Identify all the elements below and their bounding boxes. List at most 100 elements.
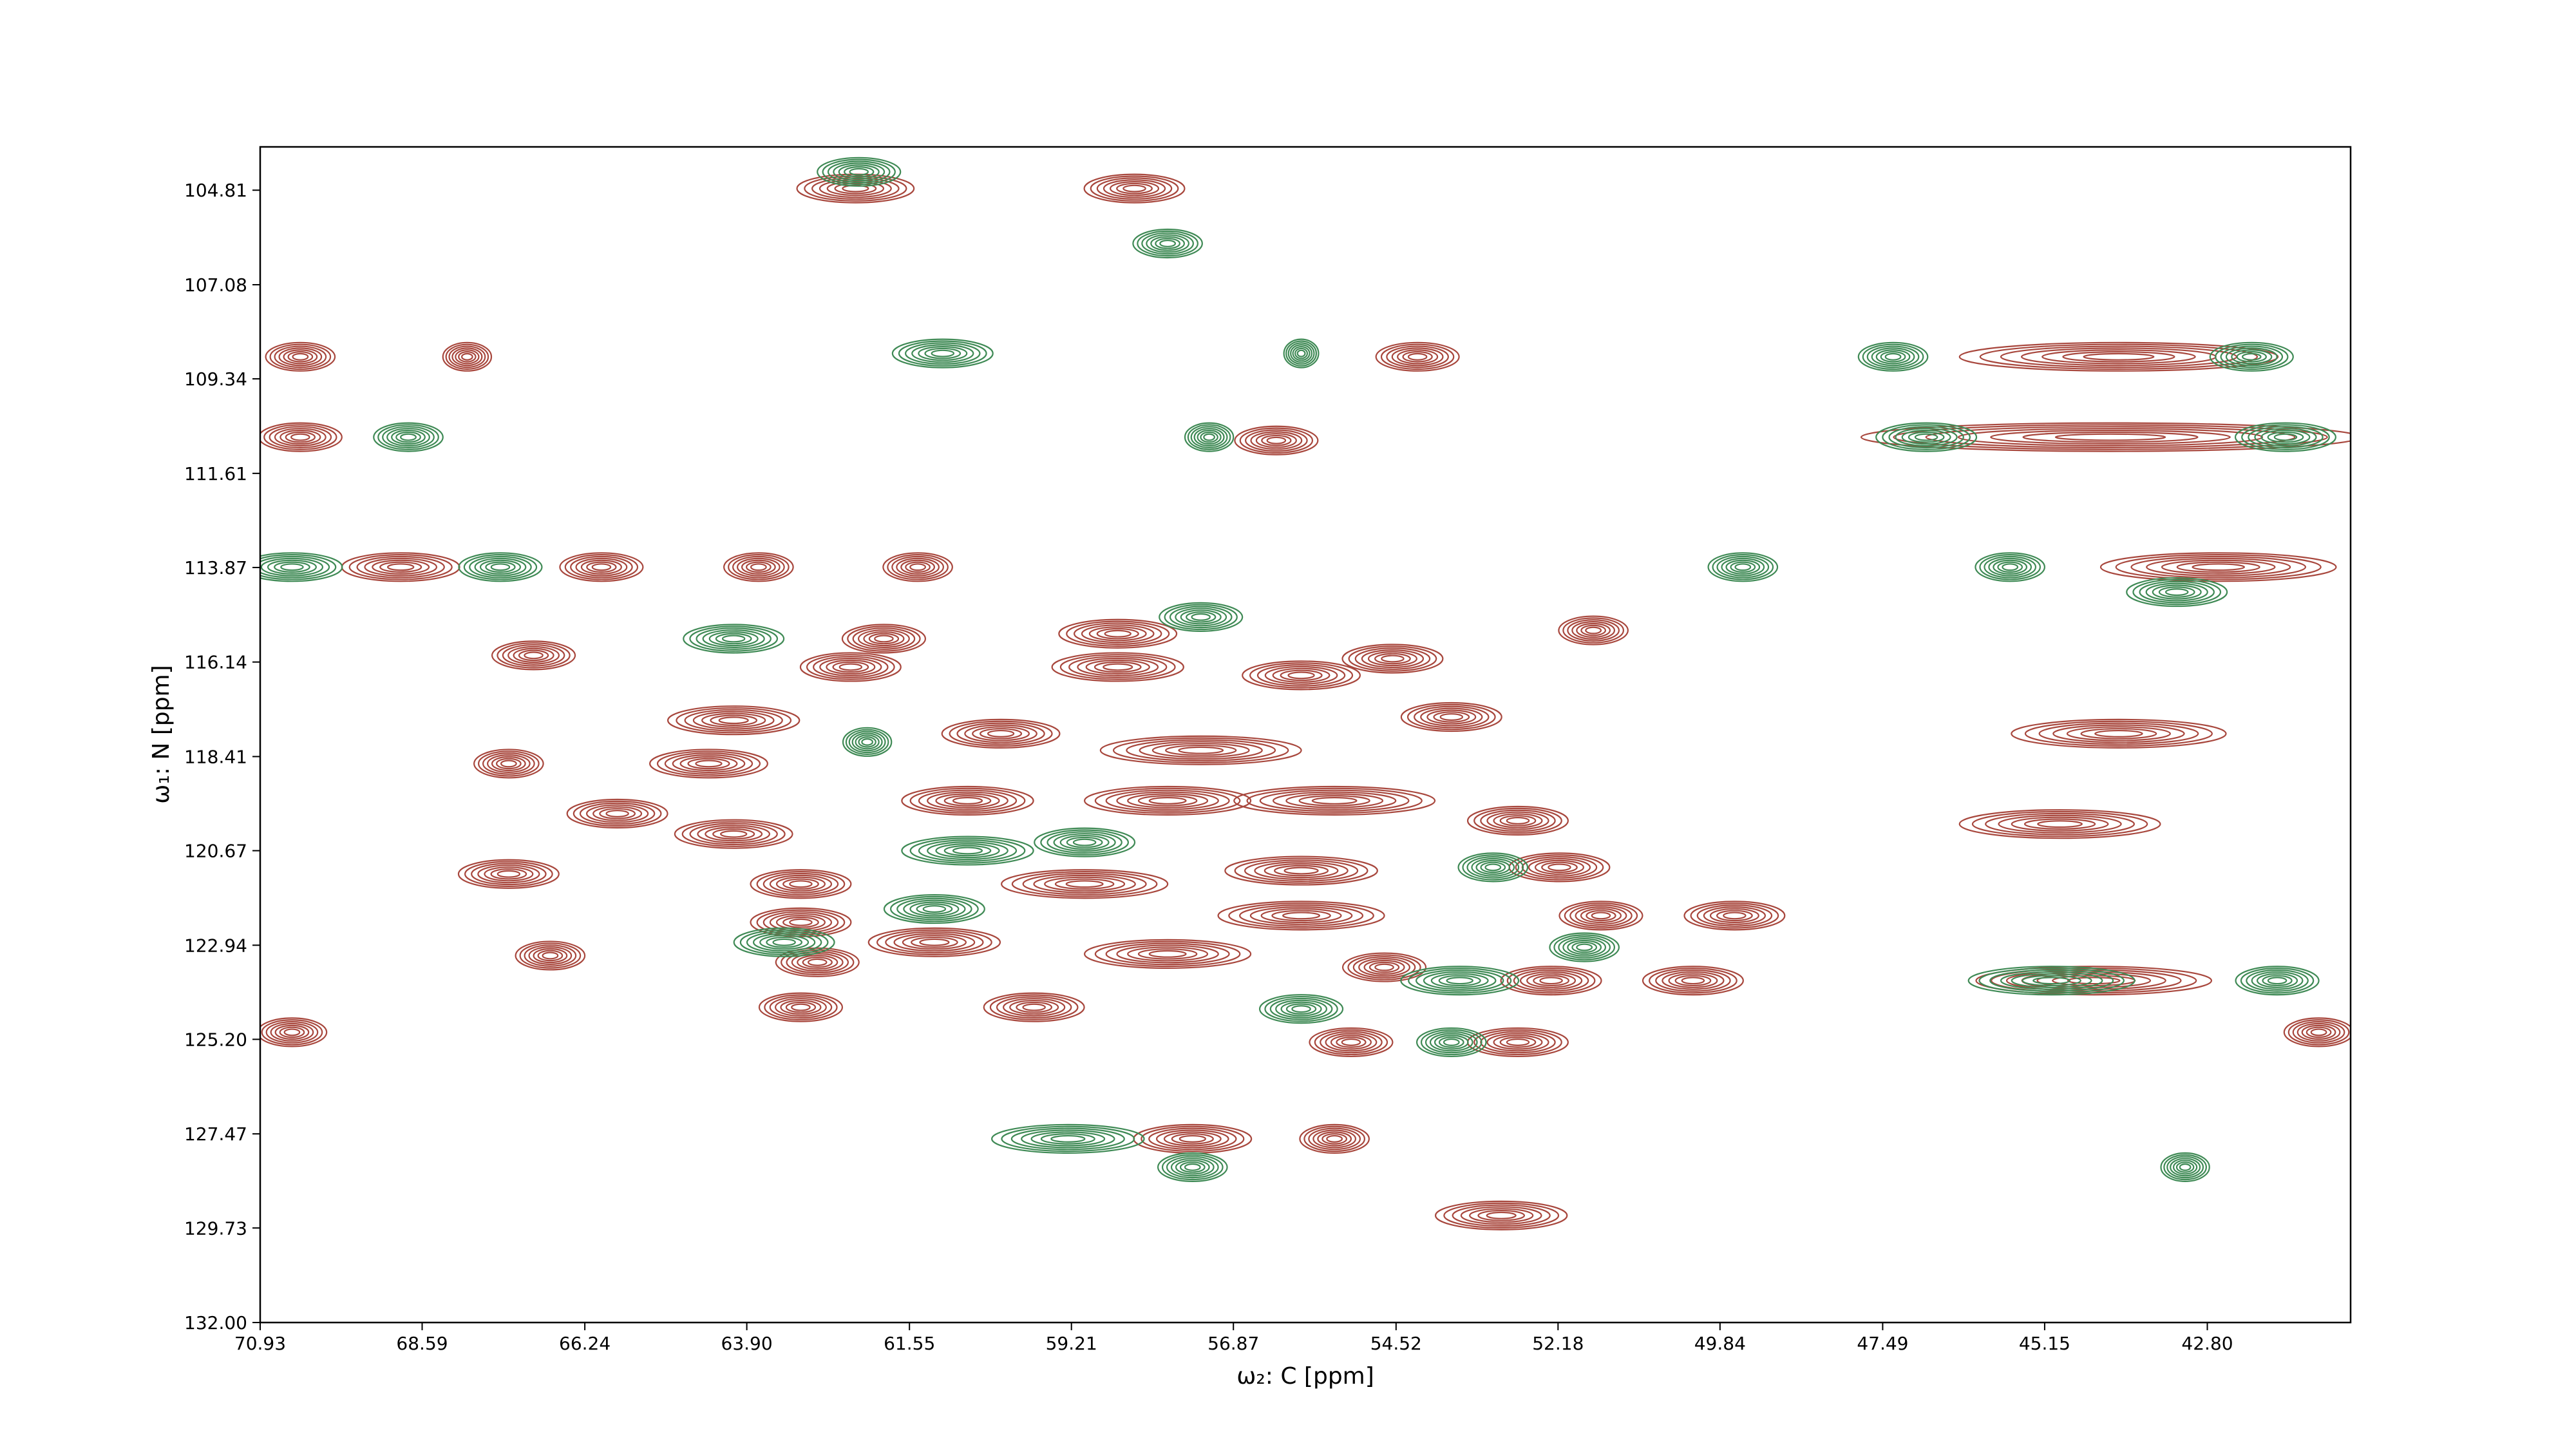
- contour-level: [1473, 1029, 1562, 1056]
- peak: [1299, 1123, 1370, 1154]
- peak: [1558, 901, 1643, 931]
- contour-level: [2260, 429, 2311, 445]
- contour-level: [2163, 1154, 2207, 1181]
- contour-level: [591, 563, 612, 571]
- x-tick-label: 56.87: [1208, 1333, 1259, 1354]
- contour-level: [2152, 584, 2202, 600]
- contour-level: [1341, 952, 1427, 982]
- contour-level: [1148, 950, 1187, 958]
- contour-level: [1734, 563, 1752, 571]
- peak: [941, 718, 1061, 749]
- contour-level: [1326, 1134, 1343, 1143]
- contour-level: [1096, 177, 1173, 200]
- contour-level: [1264, 995, 1338, 1022]
- contour-level: [844, 166, 875, 178]
- contour-level: [1585, 626, 1602, 635]
- contour-level: [1575, 906, 1627, 925]
- contour-level: [518, 649, 549, 662]
- contour-level: [1866, 345, 1920, 368]
- peak: [1875, 422, 1978, 452]
- contour-level: [845, 729, 889, 756]
- contour-level: [741, 559, 776, 575]
- contour-level: [1990, 429, 2231, 445]
- contour-level: [1703, 906, 1766, 925]
- contour-level: [927, 841, 1009, 861]
- contour-level: [274, 1024, 310, 1040]
- contour-level: [400, 433, 417, 441]
- contour-level: [649, 749, 768, 779]
- contour-level: [490, 868, 527, 880]
- contour-level: [1040, 829, 1130, 855]
- peak: [1857, 341, 1929, 372]
- contour-level: [1348, 645, 1437, 672]
- x-tick-label: 68.59: [396, 1333, 448, 1354]
- contour-level: [990, 1123, 1145, 1154]
- peak: [1466, 805, 1569, 836]
- contour-level: [1283, 866, 1319, 875]
- peak: [1157, 1152, 1228, 1182]
- contour-level: [1224, 855, 1378, 886]
- contour-level: [1139, 741, 1263, 760]
- contour-level: [806, 654, 895, 680]
- contour-level: [2179, 1163, 2192, 1171]
- contour-level: [290, 433, 310, 441]
- contour-level: [2287, 1019, 2350, 1046]
- contour-level: [263, 424, 337, 450]
- contour-level: [750, 907, 852, 937]
- contour-level: [1558, 615, 1629, 645]
- x-tick-label: 49.84: [1694, 1333, 1746, 1354]
- contour-level: [1539, 977, 1563, 985]
- contour-level: [952, 846, 983, 855]
- contour-level: [1197, 429, 1222, 445]
- contour-level: [1099, 735, 1302, 765]
- contour-level: [931, 349, 955, 358]
- x-axis-label: ω₂: C [ppm]: [1236, 1363, 1374, 1390]
- contour-level: [676, 707, 792, 734]
- peak: [983, 992, 1085, 1022]
- contour-level: [1165, 744, 1237, 756]
- contour-level: [721, 635, 746, 643]
- contour-level: [987, 729, 1015, 738]
- contour-level: [1033, 874, 1136, 893]
- contour-level: [471, 863, 547, 886]
- contour-level: [1179, 1134, 1207, 1143]
- contour-level: [1541, 861, 1578, 874]
- contour-level: [775, 998, 827, 1017]
- contour-level: [979, 728, 1023, 740]
- peak: [1084, 939, 1252, 969]
- contour-level: [745, 561, 772, 573]
- contour-level: [2022, 975, 2081, 987]
- contour-level: [764, 994, 838, 1020]
- contour-level: [519, 942, 582, 969]
- contour-level: [695, 759, 723, 768]
- contour-level: [1141, 232, 1194, 255]
- contour-level: [746, 931, 822, 954]
- contour-level: [851, 732, 883, 752]
- contour-level: [826, 659, 876, 675]
- contour-level: [1558, 901, 1643, 931]
- contour-level: [1096, 627, 1139, 640]
- contour-level: [1200, 431, 1218, 443]
- contour-level: [1683, 901, 1786, 931]
- contour-level: [1901, 429, 1951, 445]
- contour-level: [1925, 426, 2296, 448]
- contour-level: [1159, 240, 1177, 247]
- y-tick-label: 111.61: [184, 463, 247, 484]
- contour-level: [1580, 908, 1622, 924]
- contour-level: [1234, 857, 1368, 884]
- contour-level: [1480, 809, 1556, 832]
- contour-level: [766, 936, 803, 948]
- contour-level: [386, 428, 430, 447]
- peak: [2209, 341, 2294, 372]
- plot-area: [260, 157, 2351, 1230]
- contour-level: [269, 343, 332, 370]
- contour-level: [2158, 586, 2195, 598]
- peak: [1967, 966, 2136, 996]
- contour-level: [566, 798, 668, 829]
- contour-level: [2062, 351, 2175, 363]
- contour-level: [1255, 433, 1297, 448]
- contour-level: [1400, 702, 1502, 732]
- contour-level: [1175, 1160, 1210, 1175]
- contour-level: [1085, 659, 1150, 675]
